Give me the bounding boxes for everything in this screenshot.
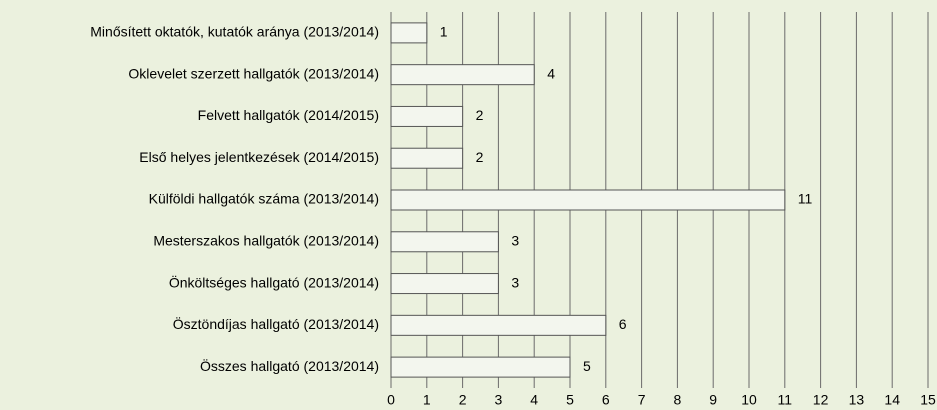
data-label: 1 <box>440 24 448 40</box>
x-tick-label: 2 <box>459 392 467 408</box>
y-tick-label: Mesterszakos hallgatók (2013/2014) <box>153 232 379 248</box>
x-tick-label: 12 <box>813 392 829 408</box>
bar <box>390 231 499 253</box>
x-tick-label: 0 <box>387 392 395 408</box>
bar <box>390 22 428 44</box>
x-tick-label: 5 <box>566 392 574 408</box>
bar <box>390 189 786 211</box>
data-label: 4 <box>547 65 555 81</box>
y-tick-label: Első helyes jelentkezések (2014/2015) <box>139 149 379 165</box>
y-tick-label: Külföldi hallgatók száma (2013/2014) <box>149 191 379 207</box>
x-tick-label: 9 <box>709 392 717 408</box>
bar <box>390 314 607 336</box>
y-tick-label: Összes hallgató (2013/2014) <box>200 357 379 374</box>
bar <box>390 64 535 86</box>
bar <box>390 105 464 127</box>
bar <box>390 356 571 378</box>
y-tick-label: Ösztöndíjas hallgató (2013/2014) <box>173 315 379 332</box>
x-tick-label: 3 <box>495 392 503 408</box>
x-tick-label: 13 <box>849 392 865 408</box>
x-tick-label: 6 <box>602 392 610 408</box>
y-tick-label: Minősített oktatók, kutatók aránya (2013… <box>90 24 379 40</box>
data-label: 3 <box>511 274 519 290</box>
x-tick-label: 8 <box>674 392 682 408</box>
x-tick-label: 14 <box>884 392 900 408</box>
data-label: 2 <box>476 107 484 123</box>
x-tick-label: 7 <box>638 392 646 408</box>
bar <box>390 273 499 295</box>
y-tick-label: Felvett hallgatók (2014/2015) <box>198 107 379 123</box>
data-label: 11 <box>798 191 813 207</box>
x-tick-label: 11 <box>778 392 793 408</box>
y-tick-label: Oklevelet szerzett hallgatók (2013/2014) <box>128 65 379 81</box>
x-tick-label: 10 <box>741 392 757 408</box>
bar <box>390 147 464 169</box>
y-tick-label: Önköltséges hallgató (2013/2014) <box>169 273 379 290</box>
data-label: 2 <box>476 149 484 165</box>
data-label: 6 <box>619 316 627 332</box>
data-label: 3 <box>511 232 519 248</box>
data-label: 5 <box>583 358 591 374</box>
x-tick-label: 4 <box>530 392 538 408</box>
x-tick-label: 15 <box>920 392 936 408</box>
x-tick-label: 1 <box>423 392 431 408</box>
